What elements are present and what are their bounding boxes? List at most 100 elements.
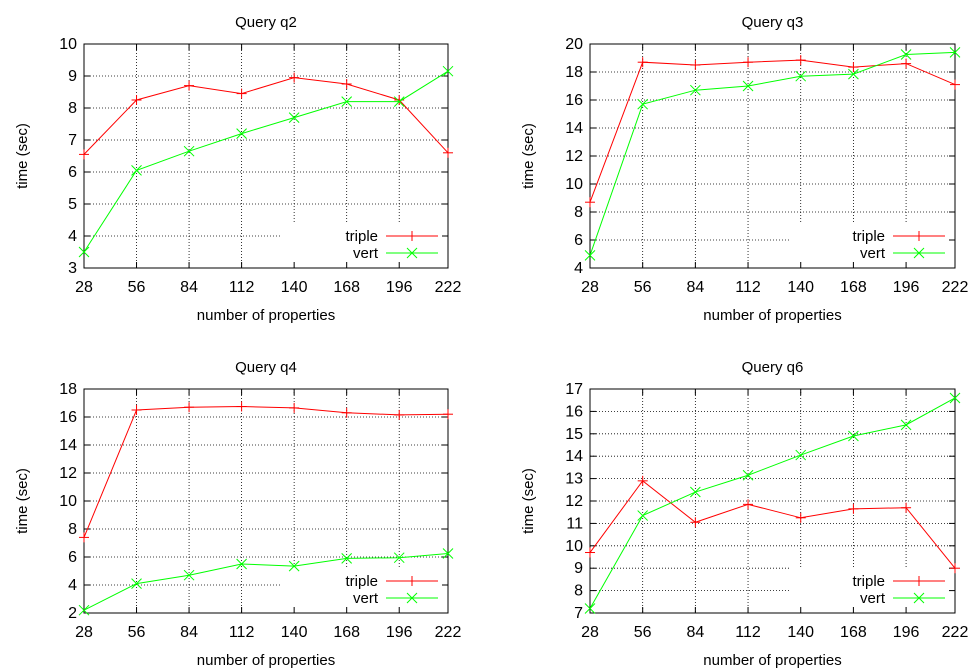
x-tick-label: 56 <box>128 279 146 296</box>
cross-marker <box>795 449 807 461</box>
series-triple <box>585 55 960 208</box>
y-tick-label: 14 <box>59 437 77 454</box>
cross-marker <box>690 486 701 498</box>
x-tick-label: 168 <box>333 624 360 641</box>
cross-marker <box>848 430 859 442</box>
cross-marker <box>913 247 925 259</box>
plot-frame <box>83 388 449 614</box>
data-point-triple <box>795 512 806 523</box>
data-point-triple <box>131 95 142 105</box>
chart-panel-2: 4 6 8 10 12 14 16 18 20 28 56 84 112 140 168 196 222 Quer… <box>520 14 968 324</box>
series-line-triple <box>589 480 956 569</box>
y-tick-label: 16 <box>59 409 77 426</box>
x-tick-label: 140 <box>787 624 814 641</box>
x-tick-label: 56 <box>128 624 146 641</box>
y-tick-label: 6 <box>574 232 583 249</box>
cross-marker <box>406 247 418 259</box>
data-point-triple <box>131 405 142 415</box>
plot-frame <box>83 43 449 269</box>
x-tick-label: 168 <box>840 624 867 641</box>
data-point-vert <box>78 246 90 258</box>
legend-label: triple <box>345 228 378 245</box>
cross-marker <box>913 592 925 604</box>
x-tick-label: 112 <box>735 279 761 296</box>
x-tick-label: 28 <box>75 624 93 641</box>
series-triple <box>79 72 453 160</box>
data-point-triple <box>79 532 89 543</box>
cross-marker <box>78 246 90 258</box>
data-point-vert <box>637 98 649 110</box>
data-point-vert <box>236 128 247 139</box>
data-point-vert <box>183 569 195 581</box>
data-point-triple <box>184 402 195 413</box>
data-point-triple <box>341 79 352 89</box>
y-tick-label: 12 <box>565 148 583 165</box>
series-line-triple <box>83 77 449 155</box>
y-tick-label: 3 <box>68 260 77 277</box>
data-point-vert <box>341 553 353 564</box>
series-vert <box>78 548 454 616</box>
cross-marker <box>236 558 247 570</box>
cross-marker <box>78 604 90 616</box>
x-tick-label: 56 <box>634 624 652 641</box>
chart-panel-4: 7 8 9 10 11 12 13 14 15 16 17 28 56 84 112 140 168 196 222… <box>520 359 968 669</box>
plot-frame <box>589 43 956 269</box>
cross-marker <box>393 552 405 564</box>
y-tick-label: 8 <box>68 100 77 117</box>
y-tick-label: 6 <box>68 549 77 566</box>
data-point-vert <box>742 80 754 92</box>
data-point-vert <box>690 84 701 96</box>
y-tick-label: 17 <box>565 381 583 398</box>
cross-marker <box>341 553 353 564</box>
series-line-triple <box>589 59 956 203</box>
data-point-vert <box>393 552 405 564</box>
data-point-triple <box>637 57 648 68</box>
legend-entry-vert: vert <box>860 245 945 262</box>
x-tick-label: 112 <box>735 624 761 641</box>
y-tick-label: 9 <box>574 560 583 577</box>
y-axis-label: time (sec) <box>520 123 537 189</box>
x-tick-label: 222 <box>435 624 462 641</box>
cross-marker <box>341 96 353 107</box>
series-line-vert <box>83 553 449 611</box>
data-point-triple <box>443 147 453 158</box>
data-point-triple <box>901 502 912 513</box>
legend-entry-triple: triple <box>852 573 945 590</box>
data-point-triple <box>743 499 754 510</box>
x-axis-label: number of properties <box>197 307 335 324</box>
y-axis-label: time (sec) <box>520 468 537 534</box>
x-tick-label: 84 <box>686 624 704 641</box>
y-axis-label: time (sec) <box>14 123 31 189</box>
x-tick-label: 56 <box>634 279 652 296</box>
data-point-triple <box>901 58 912 69</box>
y-tick-label: 7 <box>574 605 583 622</box>
data-point-triple <box>443 409 453 420</box>
data-point-vert <box>584 250 596 261</box>
legend-label: vert <box>860 245 886 262</box>
y-tick-label: 10 <box>59 36 77 53</box>
y-tick-label: 8 <box>574 583 583 600</box>
chart-panel-3: 2 4 6 8 10 12 14 16 18 28 56 84 112 140 168 196 222 Query… <box>14 359 461 669</box>
y-tick-label: 12 <box>565 493 583 510</box>
data-point-vert <box>949 392 961 404</box>
cross-marker <box>406 592 418 604</box>
legend-label: vert <box>353 245 379 262</box>
y-tick-label: 13 <box>565 471 583 488</box>
data-point-triple <box>289 402 300 413</box>
x-axis-label: number of properties <box>703 652 841 669</box>
x-tick-label: 196 <box>386 624 413 641</box>
x-tick-label: 112 <box>229 624 255 641</box>
data-point-vert <box>795 449 807 461</box>
y-tick-label: 9 <box>68 68 77 85</box>
data-point-triple <box>950 563 960 574</box>
y-tick-label: 12 <box>59 465 77 482</box>
data-point-triple <box>690 60 701 70</box>
cross-marker <box>848 68 859 80</box>
x-tick-label: 84 <box>686 279 704 296</box>
data-point-vert <box>183 145 195 157</box>
data-point-vert <box>848 68 859 80</box>
y-tick-label: 8 <box>68 521 77 538</box>
y-tick-label: 20 <box>565 36 583 53</box>
cross-marker <box>393 96 405 107</box>
chart-title: Query q2 <box>235 14 297 31</box>
